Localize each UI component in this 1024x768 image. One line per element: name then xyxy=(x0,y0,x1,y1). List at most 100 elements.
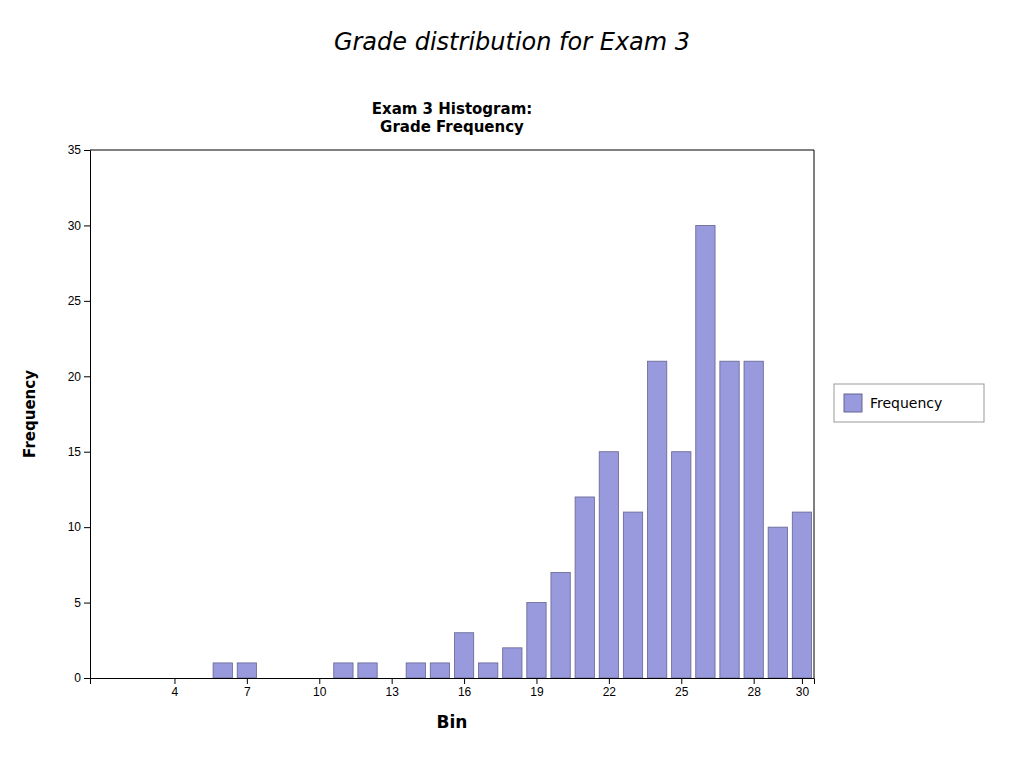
x-tick-mark xyxy=(319,678,320,684)
bar xyxy=(213,663,232,678)
y-tick-mark xyxy=(84,150,90,151)
x-tick: 30 xyxy=(796,678,810,699)
y-tick-label: 5 xyxy=(74,596,81,610)
chart: Grade distribution for Exam 3 Exam 3 Hist… xyxy=(0,0,1024,768)
y-tick-label: 0 xyxy=(74,671,81,685)
bar xyxy=(430,663,449,678)
y-tick-mark xyxy=(84,452,90,453)
y-tick-label: 10 xyxy=(68,520,82,534)
x-tick-mark xyxy=(174,678,175,684)
frame-right xyxy=(814,150,815,678)
bar xyxy=(720,361,739,678)
y-tick: 35 xyxy=(68,143,90,157)
bar xyxy=(261,678,280,679)
x-tick-mark xyxy=(802,678,803,684)
x-tick-label: 22 xyxy=(603,685,617,699)
subtitle-line: Exam 3 Histogram: xyxy=(372,100,533,118)
bar xyxy=(165,678,184,679)
bar xyxy=(454,633,473,678)
x-tick-label: 25 xyxy=(675,685,689,699)
y-tick: 5 xyxy=(74,596,90,610)
x-tick-label: 10 xyxy=(313,685,327,699)
x-tick: 13 xyxy=(385,678,399,699)
bar xyxy=(696,225,715,678)
bar xyxy=(744,361,763,678)
bar xyxy=(117,678,136,679)
bar xyxy=(479,663,498,678)
bar xyxy=(768,527,787,678)
legend-swatch xyxy=(844,394,862,412)
bar xyxy=(334,663,353,678)
x-tick-mark xyxy=(464,678,465,684)
x-tick-label: 19 xyxy=(530,685,544,699)
x-tick-mark xyxy=(247,678,248,684)
x-axis-title: Bin xyxy=(437,712,468,732)
bar xyxy=(141,678,160,679)
plot: 4 7 10 13 16 19 22 25 28 30 0 5 10 15 20 25 30 35 Bin Frequ… xyxy=(21,143,815,732)
y-tick-mark xyxy=(84,301,90,302)
bar xyxy=(406,663,425,678)
bar xyxy=(189,678,208,679)
x-tick-mark xyxy=(536,678,537,684)
bar xyxy=(310,678,329,679)
x-tick-mark xyxy=(754,678,755,684)
y-tick-label: 15 xyxy=(68,445,82,459)
y-axis-line xyxy=(84,151,91,679)
legend-frame xyxy=(834,384,984,422)
x-tick-label: 4 xyxy=(172,685,179,699)
legend-item: Frequency xyxy=(844,394,942,412)
subtitle: Exam 3 Histogram:Grade Frequency xyxy=(372,100,533,136)
subtitle-line: Grade Frequency xyxy=(380,118,524,136)
x-tick: 25 xyxy=(675,678,689,699)
y-tick: 0 xyxy=(74,671,90,685)
bar xyxy=(551,572,570,678)
bar xyxy=(382,678,401,679)
y-tick-mark xyxy=(84,678,90,679)
bar xyxy=(285,678,304,679)
x-tick-mark xyxy=(392,678,393,684)
x-tick: 28 xyxy=(747,678,761,699)
x-axis: 4 7 10 13 16 19 22 25 28 30 xyxy=(91,678,815,699)
y-tick-mark xyxy=(84,225,90,226)
bars xyxy=(213,225,812,678)
bar xyxy=(599,452,618,678)
x-tick-label: 28 xyxy=(747,685,761,699)
x-tick-mark xyxy=(681,678,682,684)
x-tick: 7 xyxy=(244,678,251,699)
bar xyxy=(792,512,811,678)
y-tick-label: 30 xyxy=(68,219,82,233)
x-tick-label: 16 xyxy=(458,685,472,699)
y-tick: 10 xyxy=(68,520,90,534)
y-axis: 0 5 10 15 20 25 30 35 xyxy=(68,143,91,685)
y-tick-mark xyxy=(84,376,90,377)
y-tick-mark xyxy=(84,603,90,604)
x-tick: 4 xyxy=(172,678,179,699)
x-tick-mark xyxy=(609,678,610,684)
bar xyxy=(672,452,691,678)
y-tick: 15 xyxy=(68,445,90,459)
bar xyxy=(237,663,256,678)
x-axis-line xyxy=(91,679,815,685)
x-tick: 16 xyxy=(458,678,472,699)
y-tick: 30 xyxy=(68,219,90,233)
bar xyxy=(647,361,666,678)
title: Grade distribution for Exam 3 xyxy=(334,28,690,56)
y-tick-label: 20 xyxy=(68,370,82,384)
bar xyxy=(503,648,522,678)
bar xyxy=(575,497,594,678)
legend: Frequency xyxy=(834,384,984,422)
frame-top xyxy=(90,150,814,151)
x-tick-label: 30 xyxy=(796,685,810,699)
x-tick-label: 7 xyxy=(244,685,251,699)
x-tick: 19 xyxy=(530,678,544,699)
y-tick: 25 xyxy=(68,294,90,308)
x-tick: 10 xyxy=(313,678,327,699)
x-tick-label: 13 xyxy=(385,685,399,699)
y-tick-label: 25 xyxy=(68,294,82,308)
y-axis-title: Frequency xyxy=(21,370,39,458)
x-tick: 22 xyxy=(603,678,617,699)
bar xyxy=(527,603,546,678)
legend-label: Frequency xyxy=(870,395,942,411)
bar xyxy=(358,663,377,678)
y-tick-mark xyxy=(84,527,90,528)
